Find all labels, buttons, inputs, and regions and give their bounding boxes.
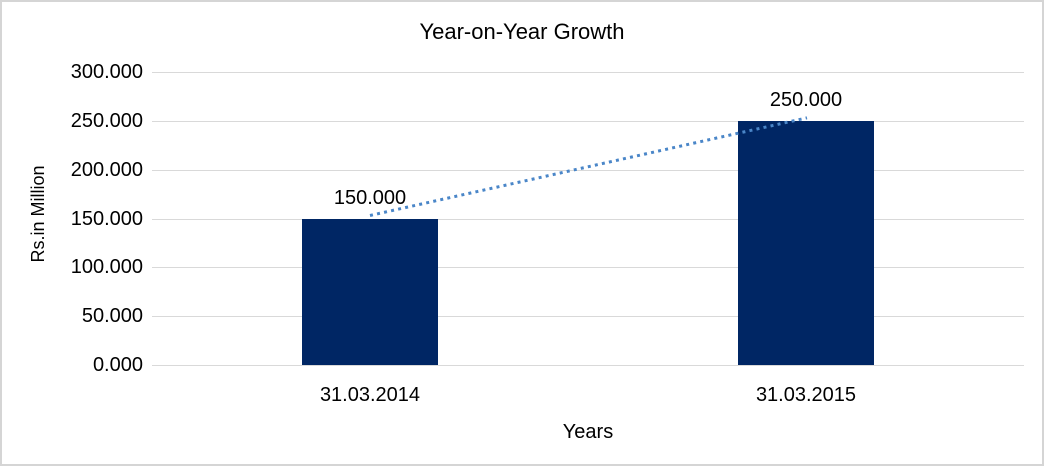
chart-title: Year-on-Year Growth [419, 19, 625, 44]
y-tick-label: 100.000 [70, 256, 143, 278]
y-tick-label: 300.000 [70, 61, 143, 83]
bar-31.03.2014 [302, 219, 438, 365]
y-tick-label: 50.000 [81, 305, 143, 327]
gridline [152, 316, 1024, 317]
data-label: 150.000 [333, 187, 407, 209]
y-tick-label: 0.000 [92, 354, 143, 376]
gridline [152, 219, 1024, 220]
data-label: 250.000 [769, 89, 843, 111]
y-tick-label: 200.000 [70, 159, 143, 181]
y-tick-label: 250.000 [70, 110, 143, 132]
x-axis-title: Years [562, 421, 614, 443]
gridline [152, 365, 1024, 366]
x-category-label: 31.03.2015 [755, 384, 857, 406]
bar-31.03.2015 [738, 121, 874, 365]
gridline [152, 121, 1024, 122]
gridline [152, 267, 1024, 268]
gridline [152, 170, 1024, 171]
gridline [152, 72, 1024, 73]
x-category-label: 31.03.2014 [319, 384, 421, 406]
y-tick-label: 150.000 [70, 208, 143, 230]
